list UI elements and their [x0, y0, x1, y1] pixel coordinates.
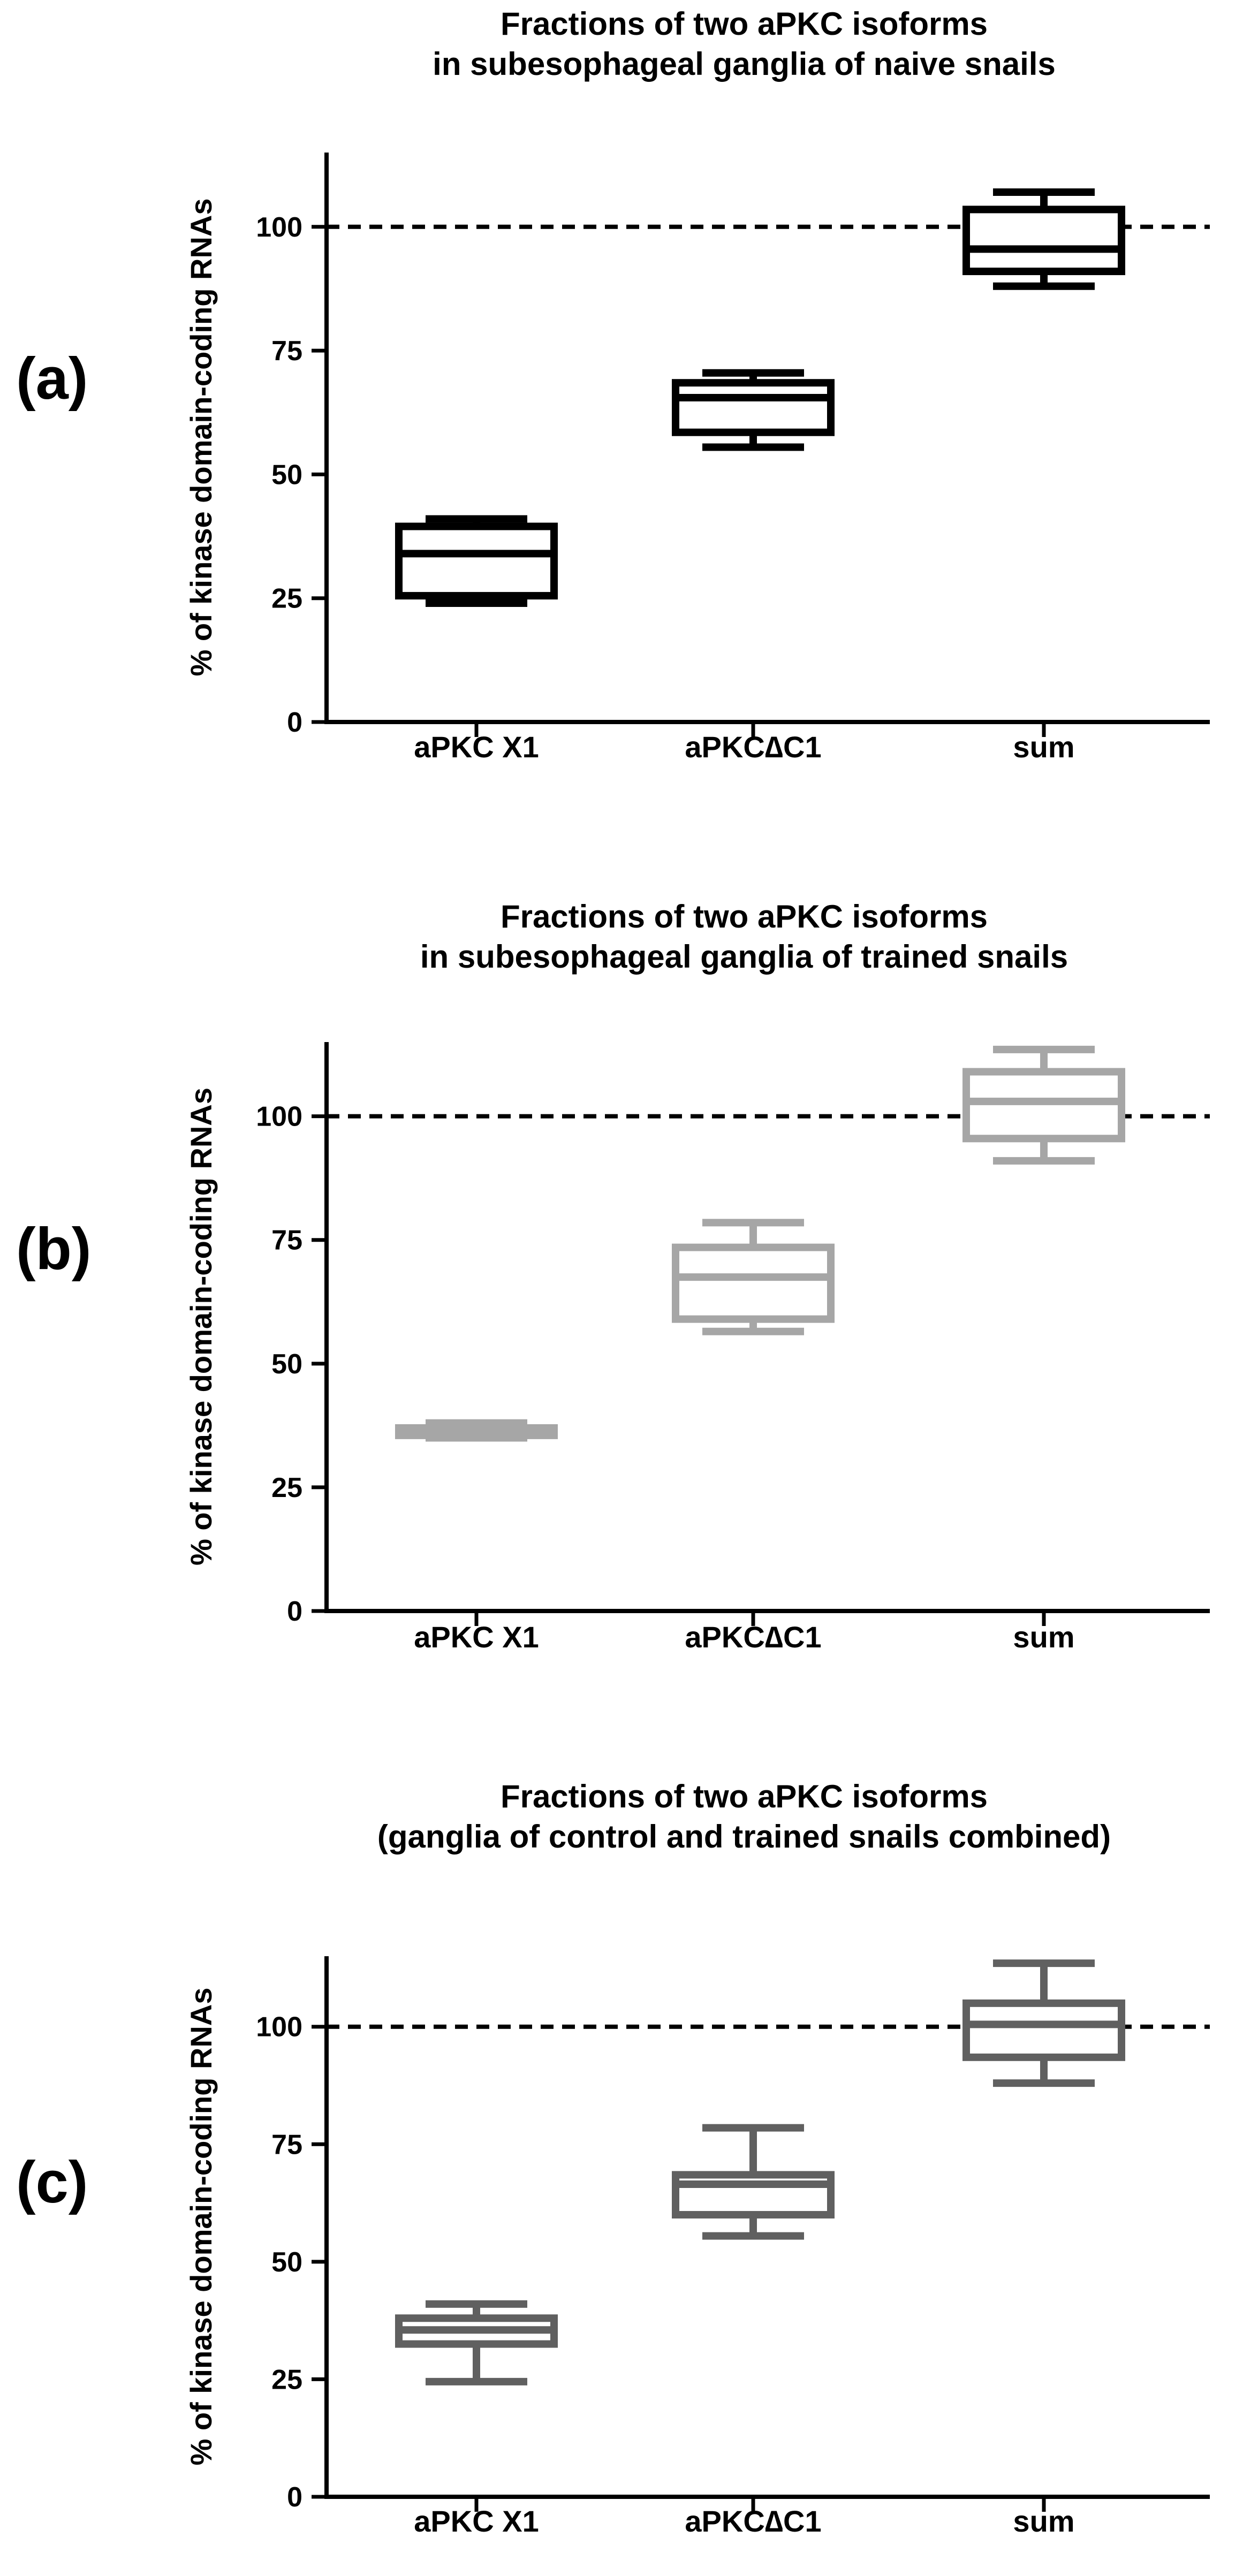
- chart-title-line: Fractions of two aPKC isoforms: [501, 899, 988, 934]
- y-tick-label: 25: [271, 583, 302, 614]
- y-tick-label: 25: [271, 2364, 302, 2395]
- box-sum: [962, 1959, 1125, 2087]
- y-tick-label: 0: [287, 2482, 302, 2513]
- box-apkc-x1: [395, 1419, 558, 1442]
- panel-label: (a): [16, 346, 88, 412]
- x-tick-label: aPKC X1: [414, 730, 539, 764]
- y-tick-label: 25: [271, 1472, 302, 1503]
- y-tick-label: 75: [271, 336, 302, 367]
- x-tick-label: sum: [1013, 2504, 1074, 2538]
- chart-title-line: (ganglia of control and trained snails c…: [377, 1819, 1111, 1855]
- chart-panel-1: Fractions of two aPKC isoforms in subesop…: [16, 6, 1210, 764]
- panel-label: (b): [16, 1216, 91, 1282]
- x-tick-label: aPKC X1: [414, 1620, 539, 1654]
- box-apkc-x1: [395, 2300, 558, 2385]
- y-tick-label: 0: [287, 1596, 302, 1627]
- panel-label: (c): [16, 2149, 88, 2215]
- x-tick-label: aPKC X1: [414, 2504, 539, 2538]
- y-tick-label: 100: [256, 2012, 302, 2043]
- y-axis-title: % of kinase domain-coding RNAs: [184, 1988, 218, 2466]
- box-apkc-c1: [672, 369, 835, 451]
- chart-title-line: Fractions of two aPKC isoforms: [501, 6, 988, 42]
- chart-title-line: in subesophageal ganglia of naive snails: [433, 46, 1056, 82]
- x-tick-label: aPKC∆C1: [685, 2504, 821, 2538]
- box-apkc-x1: [395, 515, 558, 607]
- box-sum: [962, 188, 1125, 290]
- x-tick-label: sum: [1013, 1620, 1074, 1654]
- box-iqr: [962, 206, 1125, 276]
- y-tick-label: 50: [271, 2247, 302, 2278]
- box-iqr: [672, 1243, 835, 1323]
- box-iqr: [395, 522, 558, 600]
- x-tick-label: aPKC∆C1: [685, 1620, 821, 1654]
- box-iqr: [672, 379, 835, 436]
- x-tick-label: aPKC∆C1: [685, 730, 821, 764]
- box-apkc-c1: [672, 1219, 835, 1335]
- box-sum: [962, 1045, 1125, 1165]
- y-tick-label: 0: [287, 707, 302, 738]
- y-tick-label: 75: [271, 1225, 302, 1256]
- y-tick-label: 50: [271, 1349, 302, 1380]
- y-tick-label: 50: [271, 459, 302, 490]
- y-axis-title: % of kinase domain-coding RNAs: [184, 1088, 218, 1566]
- box-iqr: [962, 1999, 1125, 2061]
- x-tick-label: sum: [1013, 730, 1074, 764]
- y-tick-label: 100: [256, 212, 302, 243]
- chart-panel-2: Fractions of two aPKC isoforms in subesop…: [16, 899, 1210, 1654]
- y-tick-label: 75: [271, 2129, 302, 2160]
- chart-title-line: in subesophageal ganglia of trained snai…: [420, 939, 1068, 975]
- y-axis-title: % of kinase domain-coding RNAs: [184, 199, 218, 677]
- y-tick-label: 100: [256, 1101, 302, 1133]
- chart-panel-3: Fractions of two aPKC isoforms (ganglia o…: [16, 1779, 1210, 2538]
- box-apkc-c1: [672, 2124, 835, 2240]
- chart-title-line: Fractions of two aPKC isoforms: [501, 1779, 988, 1814]
